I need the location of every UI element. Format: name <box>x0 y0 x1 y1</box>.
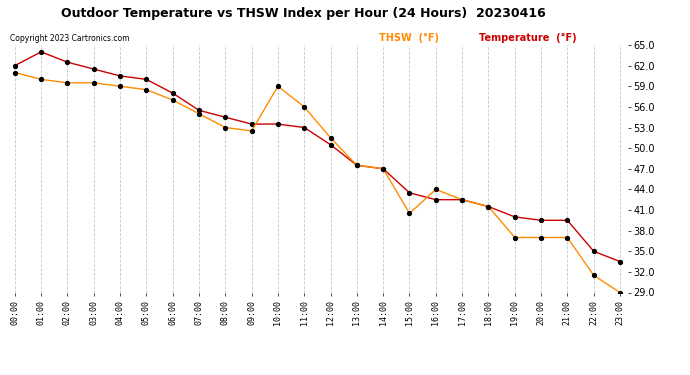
Text: Temperature  (°F): Temperature (°F) <box>479 33 576 42</box>
Text: Outdoor Temperature vs THSW Index per Hour (24 Hours)  20230416: Outdoor Temperature vs THSW Index per Ho… <box>61 8 546 21</box>
Text: Copyright 2023 Cartronics.com: Copyright 2023 Cartronics.com <box>10 33 130 42</box>
Text: THSW  (°F): THSW (°F) <box>380 33 440 42</box>
